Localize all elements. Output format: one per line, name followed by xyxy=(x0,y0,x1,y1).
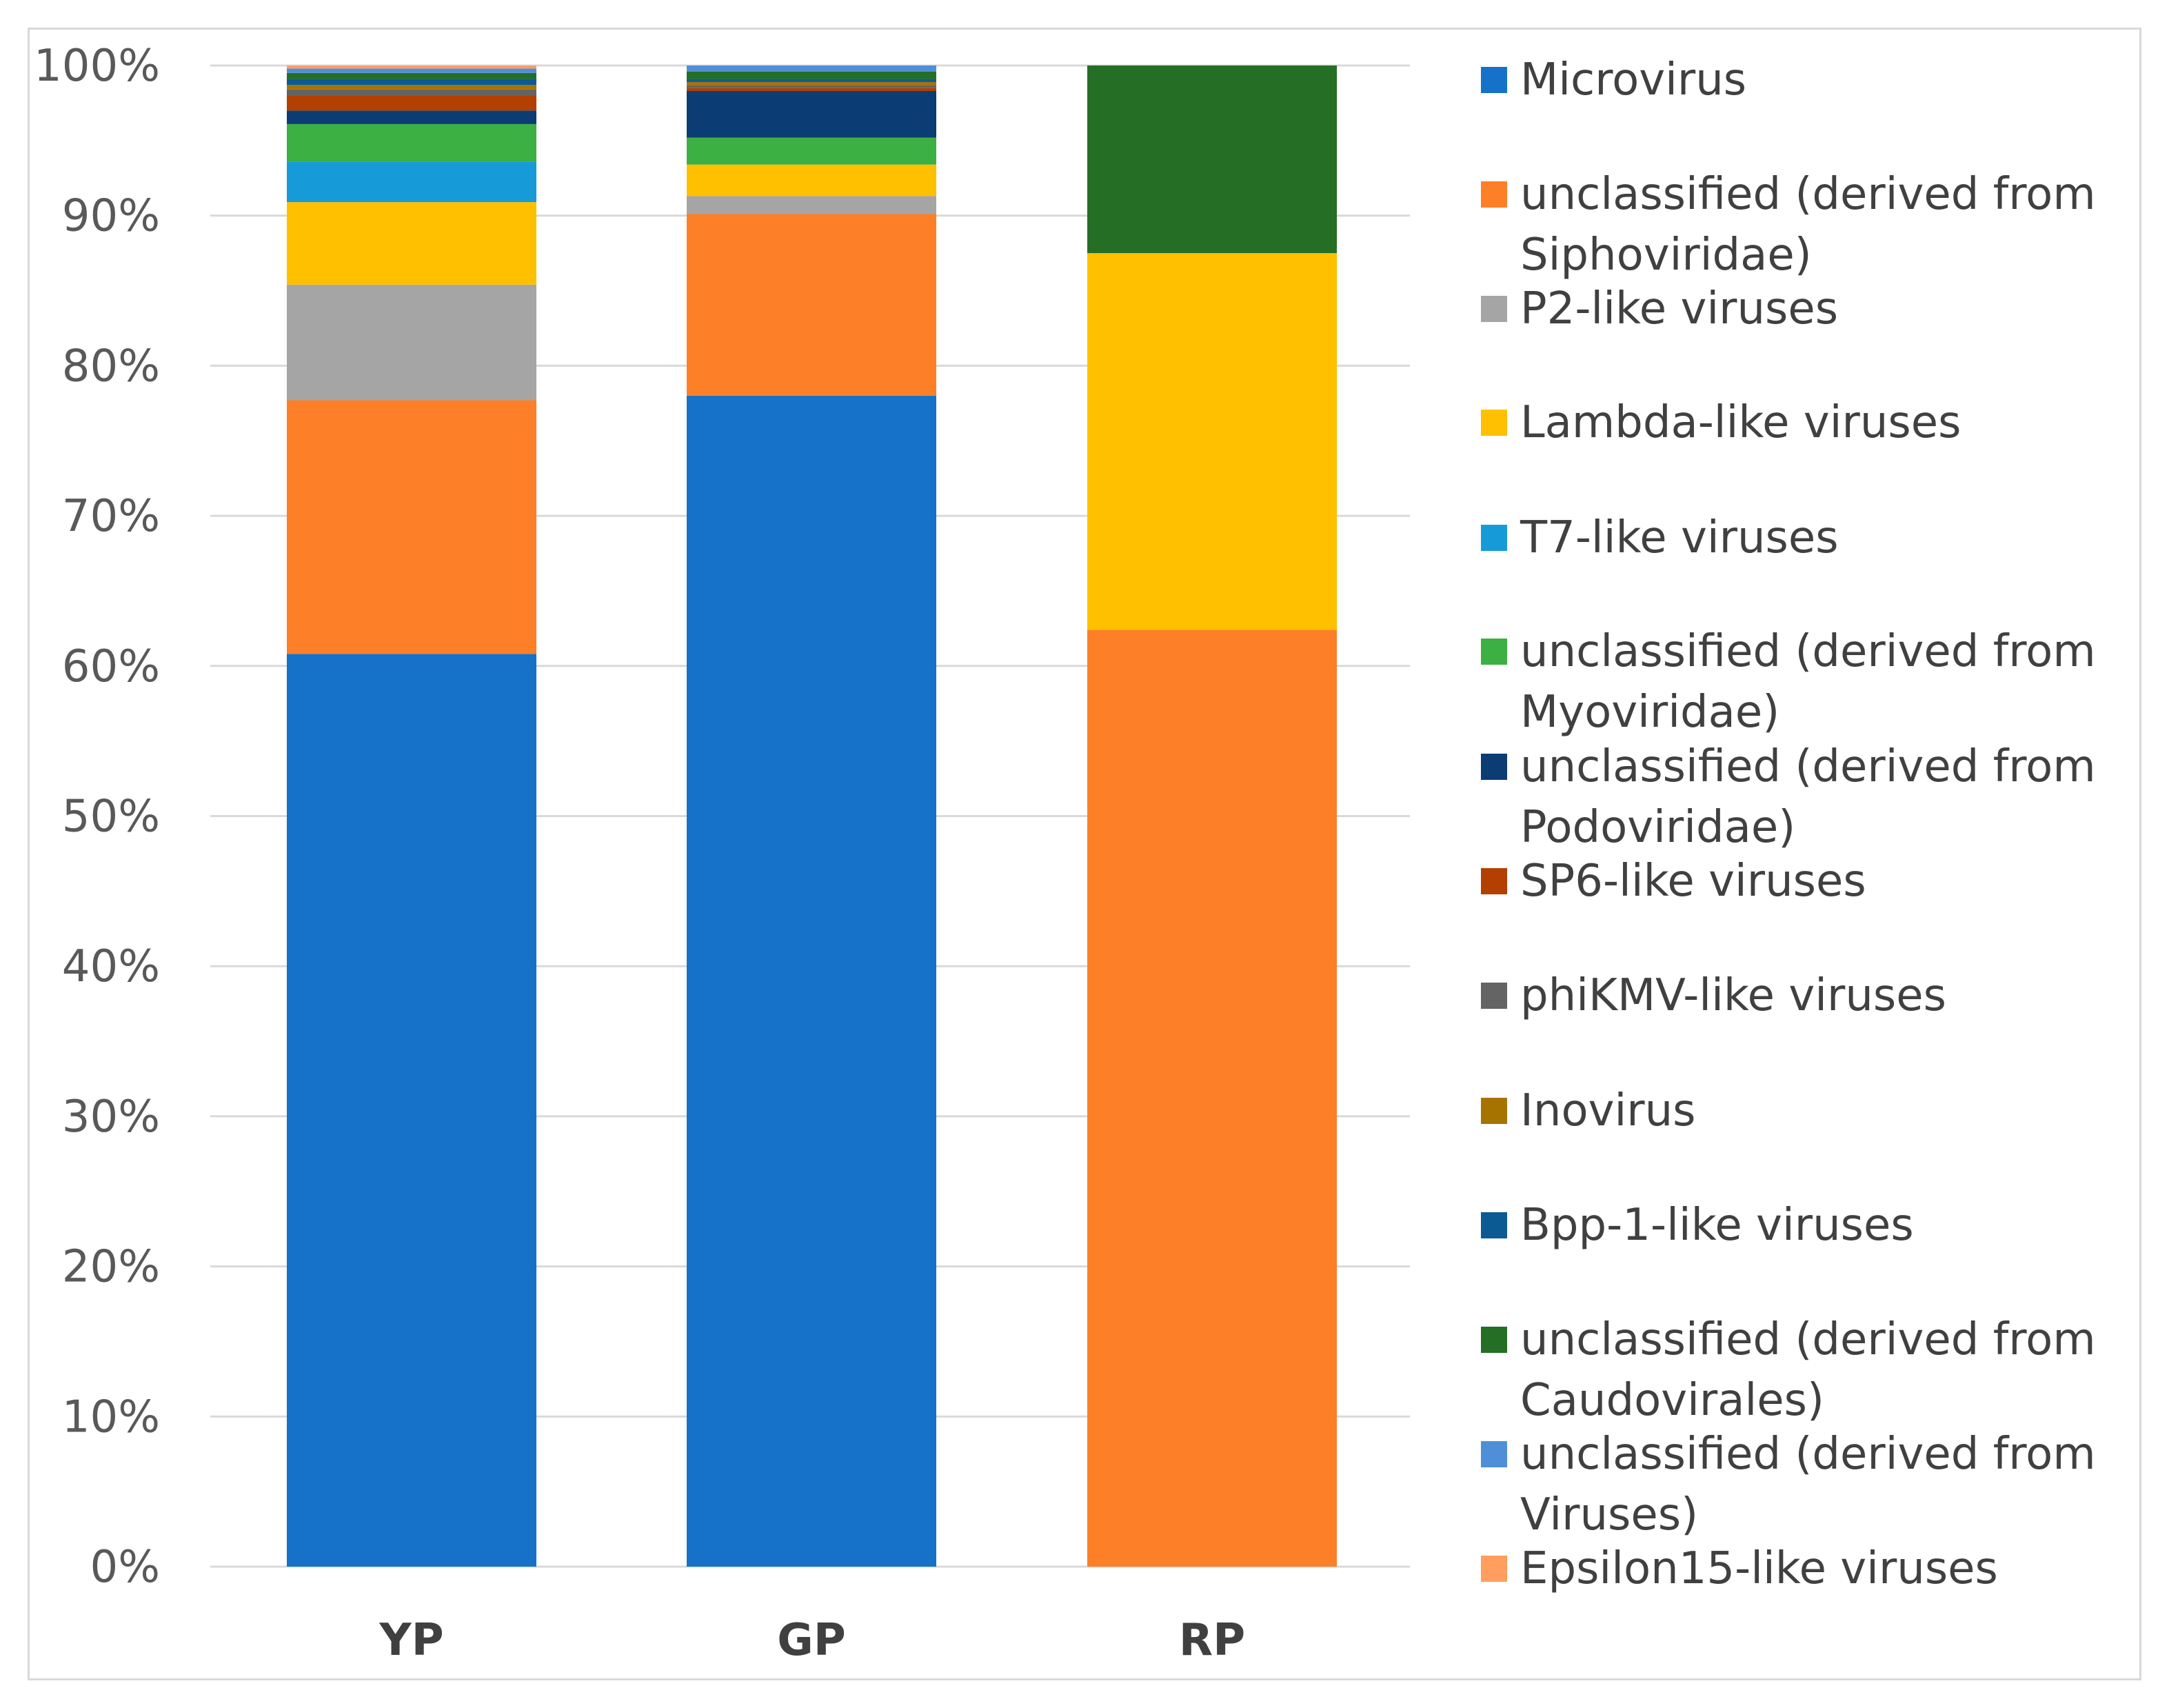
y-tick-label: 0% xyxy=(90,1542,160,1593)
legend-entry: unclassified (derived from Viruses) xyxy=(1481,1429,2096,1540)
bar-segment xyxy=(687,196,936,214)
y-tick-label: 70% xyxy=(62,491,160,542)
bar-segment xyxy=(287,400,536,654)
bar-stack-yp xyxy=(287,66,536,1567)
legend-swatch xyxy=(1481,1441,1507,1467)
y-tick-label: 20% xyxy=(62,1242,160,1293)
bar-segment xyxy=(287,68,536,73)
legend-label: unclassified (derived from Caudovirales) xyxy=(1520,1314,2096,1426)
bar-segment xyxy=(1087,253,1337,630)
legend-swatch xyxy=(1481,296,1507,322)
bar-segment xyxy=(687,164,936,197)
legend-label: Epsilon15-like viruses xyxy=(1520,1543,1998,1594)
legend-entry: phiKMV-like viruses xyxy=(1481,970,1946,1021)
legend-swatch xyxy=(1481,983,1507,1009)
legend-swatch xyxy=(1481,1212,1507,1238)
bar-segment xyxy=(287,161,536,203)
legend-swatch xyxy=(1481,410,1507,436)
bar-stack-rp xyxy=(1087,66,1337,1567)
bar-segment xyxy=(287,110,536,124)
legend-entry: Bpp-1-like viruses xyxy=(1481,1200,1914,1251)
y-axis-ticks: 0% 10% 20% 30% 40% 50% 60% 70% 80% 90% 100% xyxy=(34,41,160,1593)
legend-entry: Lambda-like viruses xyxy=(1481,397,1961,448)
legend-label: unclassified (derived from Myoviridae) xyxy=(1520,626,2096,738)
bar-segment xyxy=(687,66,936,72)
y-tick-label: 100% xyxy=(34,41,160,92)
legend-entry: unclassified (derived from Caudovirales) xyxy=(1481,1314,2096,1426)
x-axis-categories: YP GP RP xyxy=(379,1615,1245,1666)
bar-segment xyxy=(287,202,536,285)
bar-segment xyxy=(287,89,536,96)
legend-swatch xyxy=(1481,67,1507,93)
legend-label: P2-like viruses xyxy=(1520,283,1838,334)
legend-label: Microvirus xyxy=(1520,54,1746,106)
legend-entry: T7-like viruses xyxy=(1481,512,1839,563)
bar-segment xyxy=(287,66,536,69)
legend-label: unclassified (derived from Siphoviridae) xyxy=(1520,169,2096,281)
bars xyxy=(287,66,1337,1567)
bar-segment xyxy=(687,137,936,165)
legend-swatch xyxy=(1481,639,1507,665)
bar-segment xyxy=(687,79,936,82)
legend-label: Inovirus xyxy=(1520,1085,1695,1136)
legend-entry: Inovirus xyxy=(1481,1085,1695,1136)
legend: Microvirus unclassified (derived from Siph… xyxy=(1481,54,2096,1594)
bar-segment xyxy=(287,85,536,90)
legend-entry: SP6-like viruses xyxy=(1481,856,1866,907)
legend-entry: Microvirus xyxy=(1481,54,1746,106)
legend-swatch xyxy=(1481,868,1507,894)
bar-segment xyxy=(687,85,936,88)
legend-entry: P2-like viruses xyxy=(1481,283,1838,334)
bar-segment xyxy=(687,81,936,86)
bar-segment xyxy=(287,79,536,86)
legend-entry: Epsilon15-like viruses xyxy=(1481,1543,1998,1594)
y-tick-label: 90% xyxy=(62,191,160,242)
legend-swatch xyxy=(1481,181,1507,208)
legend-entry: unclassified (derived from Podoviridae) xyxy=(1481,741,2096,853)
bar-segment xyxy=(687,71,936,79)
legend-label: Lambda-like viruses xyxy=(1520,397,1961,448)
legend-swatch xyxy=(1481,525,1507,551)
bar-stack-gp xyxy=(687,66,936,1567)
legend-swatch xyxy=(1481,1556,1507,1582)
bar-segment xyxy=(287,654,536,1567)
legend-label: T7-like viruses xyxy=(1520,512,1839,563)
bar-segment xyxy=(687,214,936,396)
bar-segment xyxy=(1087,66,1337,254)
y-tick-label: 60% xyxy=(62,641,160,692)
y-tick-label: 10% xyxy=(62,1391,160,1443)
bar-segment xyxy=(1087,630,1337,1567)
bar-segment xyxy=(687,395,936,1567)
legend-label: unclassified (derived from Viruses) xyxy=(1520,1429,2096,1540)
legend-swatch xyxy=(1481,1327,1507,1353)
y-tick-label: 80% xyxy=(62,341,160,392)
legend-swatch xyxy=(1481,754,1507,780)
x-category-label: YP xyxy=(379,1615,443,1666)
y-tick-label: 50% xyxy=(62,792,160,843)
legend-label: SP6-like viruses xyxy=(1520,856,1866,907)
x-category-label: RP xyxy=(1179,1615,1245,1666)
bar-segment xyxy=(287,284,536,401)
legend-entry: unclassified (derived from Siphoviridae) xyxy=(1481,169,2096,281)
legend-label: unclassified (derived from Podoviridae) xyxy=(1520,741,2096,853)
bar-segment xyxy=(287,72,536,79)
legend-label: Bpp-1-like viruses xyxy=(1520,1200,1914,1251)
y-tick-label: 30% xyxy=(62,1092,160,1143)
legend-entry: unclassified (derived from Myoviridae) xyxy=(1481,626,2096,738)
y-tick-label: 40% xyxy=(62,941,160,992)
legend-swatch xyxy=(1481,1098,1507,1124)
bar-segment xyxy=(687,88,936,92)
bar-segment xyxy=(287,123,536,162)
legend-label: phiKMV-like viruses xyxy=(1520,970,1946,1021)
bar-segment xyxy=(687,91,936,138)
bar-segment xyxy=(287,95,536,111)
x-category-label: GP xyxy=(777,1615,845,1666)
